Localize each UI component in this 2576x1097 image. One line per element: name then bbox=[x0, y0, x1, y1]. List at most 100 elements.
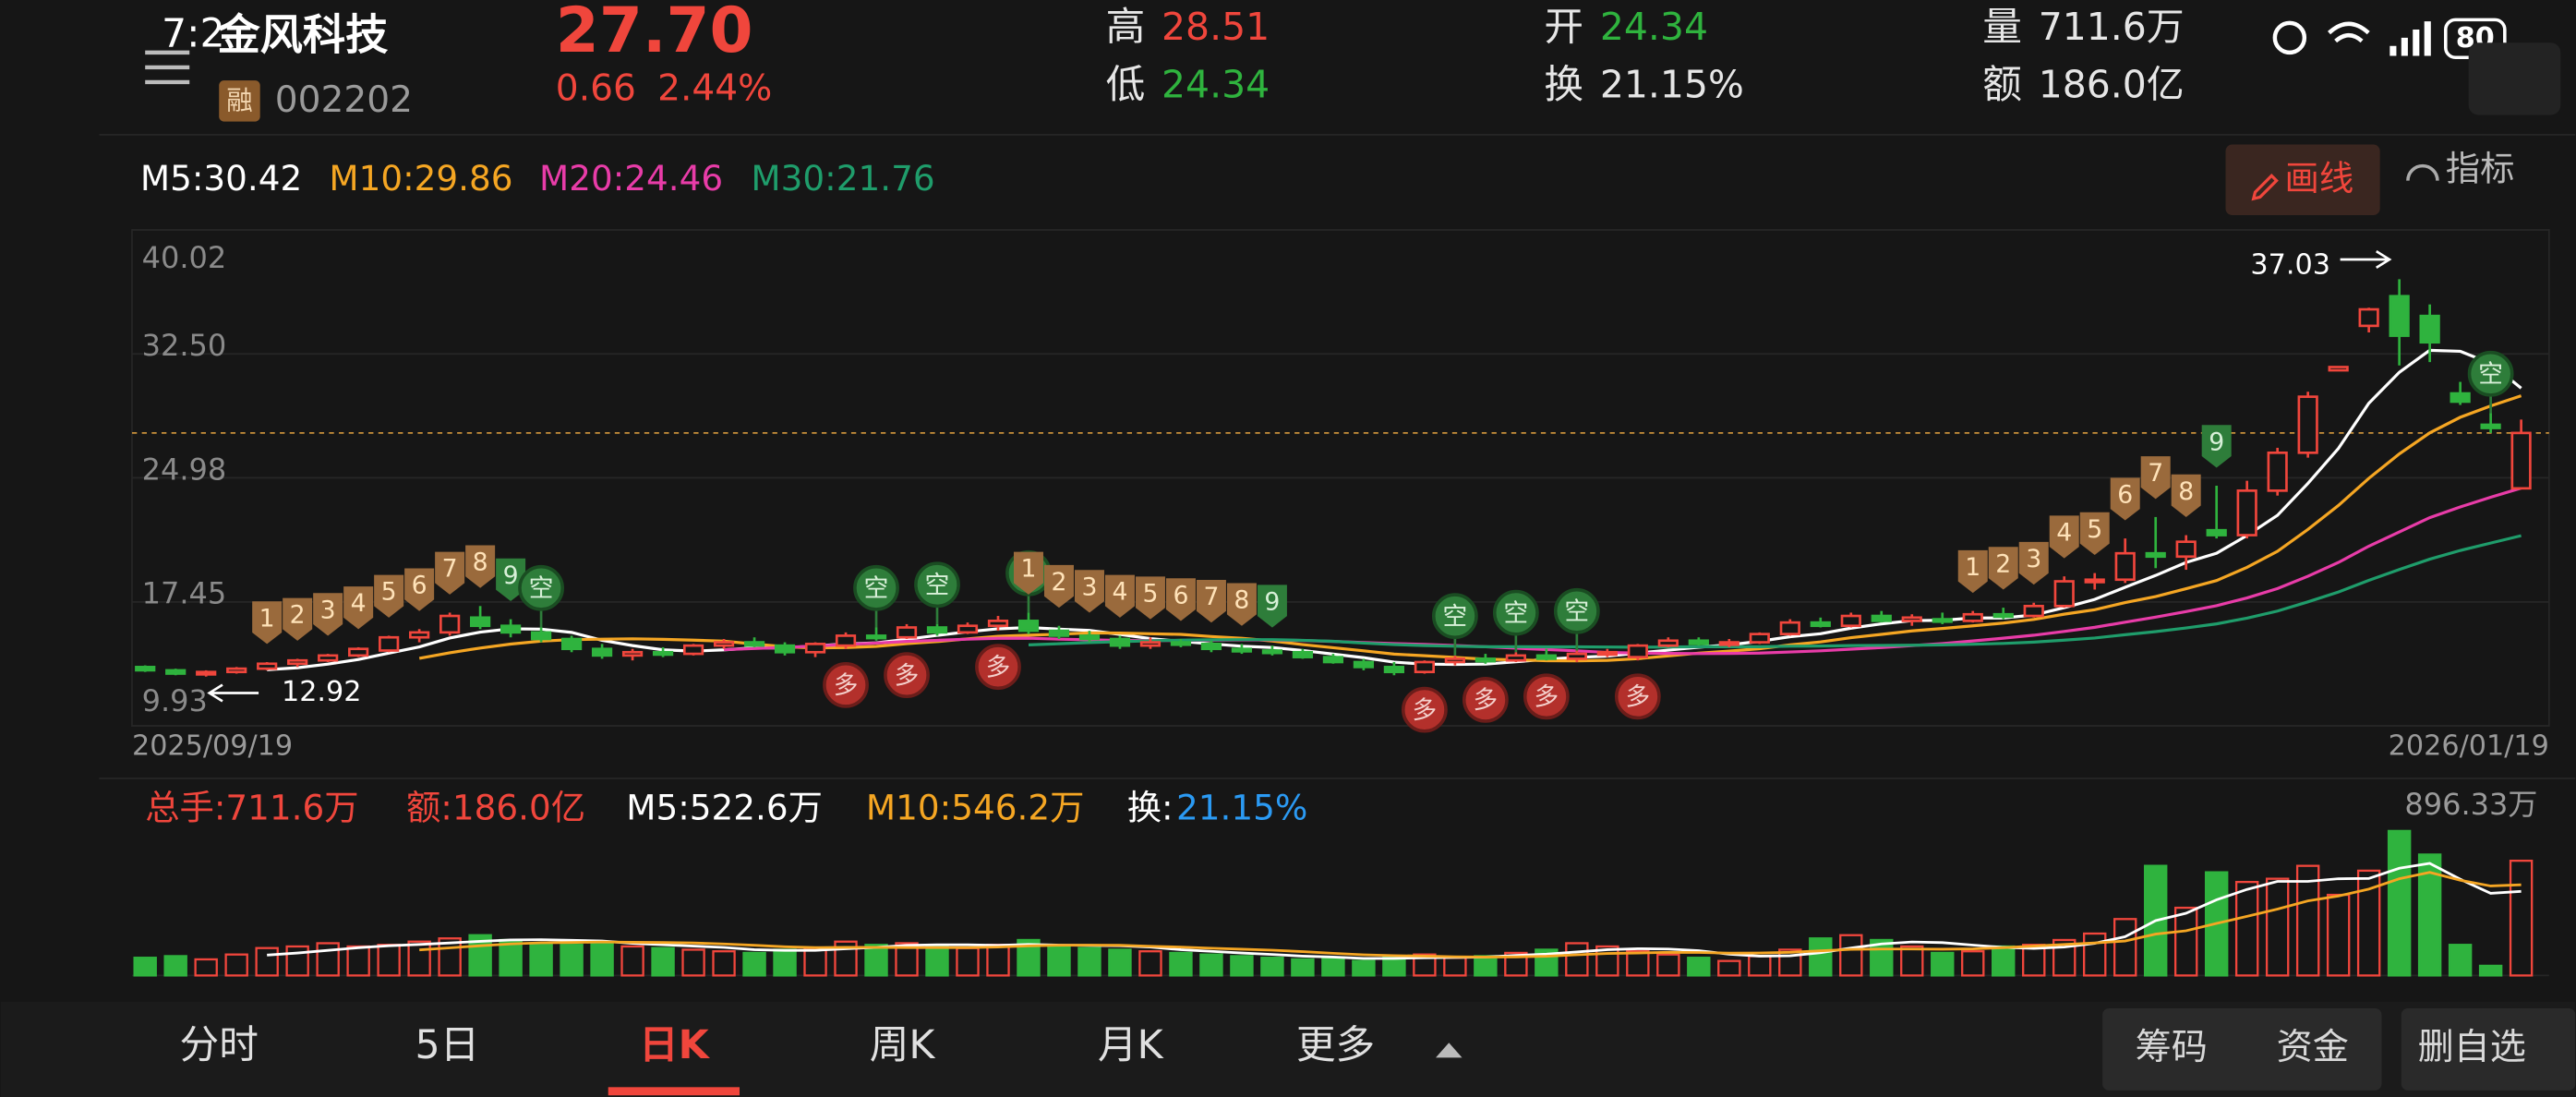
candle-body bbox=[2480, 423, 2501, 429]
volume-legend-item: 换: bbox=[1127, 787, 1174, 827]
action-button[interactable]: 删自选 bbox=[2418, 1027, 2526, 1068]
volume-bar bbox=[925, 945, 949, 977]
signal-label: 4 bbox=[351, 589, 367, 618]
volume-bar bbox=[133, 957, 157, 977]
indicator-button[interactable]: 指标 bbox=[2446, 148, 2515, 188]
signal-label: 4 bbox=[1112, 578, 1127, 607]
candle-body bbox=[1901, 616, 1922, 622]
candle-body bbox=[1505, 654, 1526, 662]
signal-label: 3 bbox=[2026, 545, 2041, 573]
signal-tag bbox=[1257, 585, 1287, 628]
signal-label: 多 bbox=[834, 671, 859, 700]
candle-body bbox=[1292, 650, 1314, 658]
y-tick-label: 17.45 bbox=[142, 576, 227, 611]
volume-bar bbox=[1900, 945, 1924, 977]
volume-legend-item: M10:546.2万 bbox=[866, 787, 1084, 827]
volume-bar bbox=[1504, 951, 1528, 977]
tab[interactable]: 更多 bbox=[1296, 1022, 1375, 1068]
candle-body bbox=[1992, 612, 2014, 619]
menu-icon[interactable] bbox=[145, 50, 190, 85]
price: 27.70 bbox=[556, 0, 753, 66]
candle-body bbox=[896, 626, 918, 639]
signal-tag bbox=[1013, 551, 1043, 595]
candle-body bbox=[348, 647, 369, 657]
volume-bar bbox=[407, 940, 431, 977]
status-time: 7:2 bbox=[162, 11, 225, 57]
candle-body bbox=[2236, 489, 2257, 536]
candle-body bbox=[2419, 314, 2440, 344]
volume-bar bbox=[1748, 955, 1772, 977]
tab[interactable]: 分时 bbox=[180, 1022, 259, 1068]
volume-bar bbox=[1626, 950, 1650, 977]
candle-body bbox=[257, 662, 278, 670]
volume-bar bbox=[1839, 934, 1863, 977]
volume-bar bbox=[1717, 959, 1741, 977]
volume-bar bbox=[864, 944, 888, 977]
candle-body bbox=[835, 634, 857, 647]
candle-body bbox=[1749, 633, 1770, 644]
candle-body bbox=[957, 624, 979, 634]
volume-bar bbox=[1565, 942, 1589, 977]
end-date: 2026/01/19 bbox=[2389, 730, 2549, 763]
tab[interactable]: 周K bbox=[870, 1022, 936, 1068]
low-label: 12.92 bbox=[282, 676, 362, 708]
tab[interactable]: 月K bbox=[1098, 1022, 1164, 1068]
stat-label: 高 bbox=[1106, 5, 1146, 51]
volume-bar bbox=[1291, 958, 1315, 977]
action-button[interactable]: 资金 bbox=[2277, 1027, 2349, 1068]
signal-tag bbox=[1135, 576, 1165, 620]
y-tick-label: 9.93 bbox=[142, 683, 208, 718]
volume-ma-line bbox=[419, 871, 2522, 958]
candle-body bbox=[318, 654, 339, 662]
tab[interactable]: 5日 bbox=[415, 1022, 480, 1068]
volume-bar bbox=[255, 946, 279, 977]
volume-bar bbox=[2173, 906, 2198, 977]
volume-bar bbox=[1047, 945, 1071, 977]
tab[interactable]: 日K bbox=[639, 1022, 711, 1068]
candle-body bbox=[804, 643, 826, 654]
signal-label: 9 bbox=[1264, 587, 1280, 616]
signal-label: 5 bbox=[1142, 579, 1158, 608]
volume-bar bbox=[590, 940, 614, 977]
volume-bar bbox=[1260, 957, 1284, 977]
signal-tag bbox=[2018, 541, 2049, 585]
signal-tag bbox=[465, 545, 496, 588]
wifi-icon bbox=[2328, 21, 2370, 43]
eye-icon bbox=[2272, 20, 2307, 55]
candle-body bbox=[1657, 639, 1679, 647]
signal-label: 空 bbox=[864, 574, 889, 603]
y-tick-label: 24.98 bbox=[142, 452, 227, 487]
candle-body bbox=[1840, 614, 1861, 628]
volume-bar bbox=[1931, 951, 1955, 977]
status-icons: 80 bbox=[2272, 18, 2561, 115]
signal-tag bbox=[2171, 474, 2201, 517]
candle-body bbox=[1962, 612, 1983, 622]
candle-body bbox=[2267, 451, 2288, 492]
candle-body bbox=[2358, 307, 2379, 328]
ma-label: M30:21.76 bbox=[751, 158, 934, 199]
signal-tag bbox=[1988, 547, 2018, 590]
candle-body bbox=[1261, 649, 1283, 655]
stat-value: 21.15% bbox=[1600, 62, 1744, 106]
y-tick-label: 32.50 bbox=[142, 328, 227, 363]
volume-max: 896.33万 bbox=[2404, 787, 2537, 822]
draw-button-bg[interactable] bbox=[2225, 144, 2380, 215]
signal-bear bbox=[1431, 593, 1478, 640]
volume-bar bbox=[1321, 957, 1345, 977]
volume-bar bbox=[1474, 955, 1498, 977]
more-arrow[interactable] bbox=[1436, 1043, 1463, 1058]
ma-label: M20:24.46 bbox=[539, 158, 723, 199]
window-button[interactable] bbox=[2468, 42, 2561, 115]
volume-bar bbox=[895, 942, 919, 977]
action-button[interactable]: 筹码 bbox=[2136, 1027, 2208, 1068]
stat-label: 低 bbox=[1106, 62, 1146, 108]
signal-label: 4 bbox=[2056, 518, 2072, 547]
candle-body bbox=[2114, 551, 2136, 582]
draw-button[interactable]: 画线 bbox=[2285, 158, 2354, 199]
volume-bar bbox=[1230, 955, 1254, 977]
candle-body bbox=[1200, 643, 1222, 651]
volume-bar bbox=[2083, 932, 2107, 977]
signal-label: 多 bbox=[1413, 696, 1438, 725]
